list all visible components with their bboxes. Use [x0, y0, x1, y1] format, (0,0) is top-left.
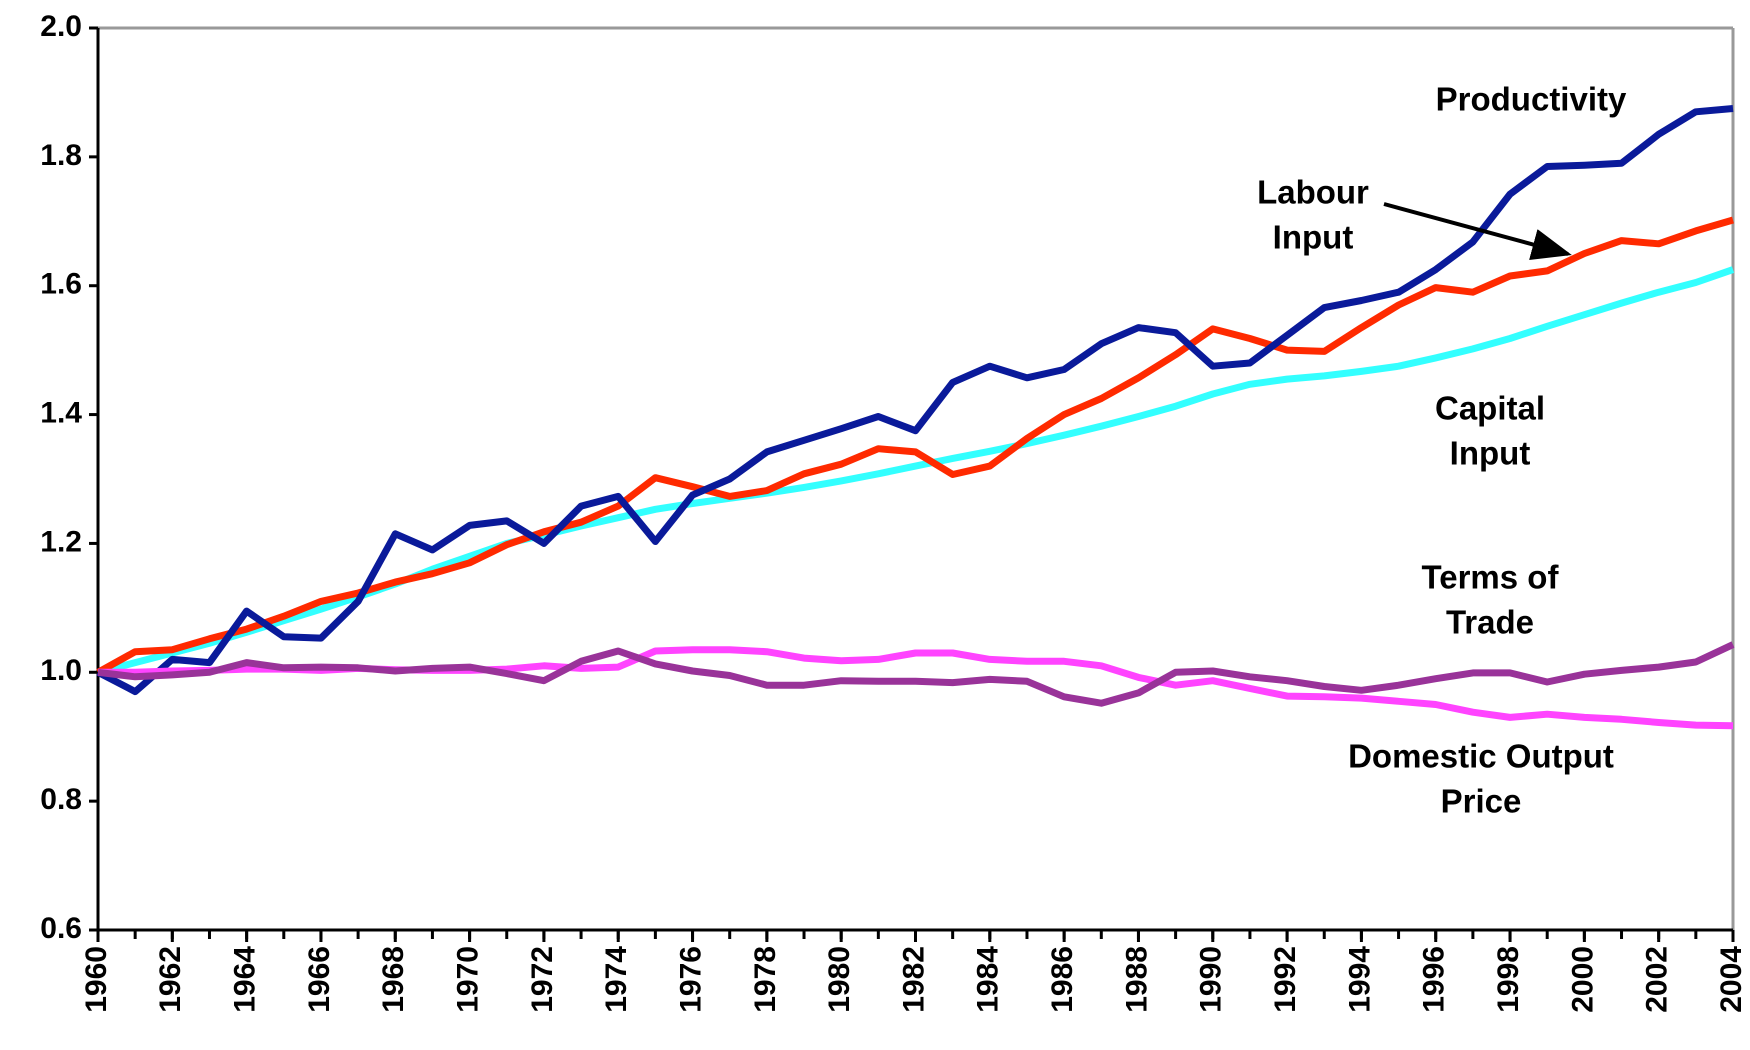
x-tick-label: 1962	[154, 946, 187, 1013]
series-line	[96, 216, 1734, 676]
series-label: Capital Input	[1434, 389, 1546, 471]
x-tick-label: 2004	[1715, 946, 1748, 1013]
x-tick-label: 1996	[1418, 946, 1451, 1013]
x-tick-label: 1964	[229, 946, 262, 1013]
y-tick-label: 1.8	[40, 139, 82, 172]
series-label: Domestic Output Price	[1348, 737, 1614, 819]
x-tick-label: 1966	[303, 946, 336, 1013]
series-label: Productivity	[1435, 80, 1627, 118]
x-tick-label: 1984	[972, 946, 1005, 1013]
x-tick-label: 2000	[1566, 946, 1599, 1013]
x-tick-label: 1968	[377, 946, 410, 1013]
y-tick-label: 1.6	[40, 268, 82, 301]
x-tick-label: 1960	[80, 946, 113, 1013]
x-tick-label: 1972	[526, 946, 559, 1013]
y-tick-label: 1.2	[40, 525, 82, 558]
annotation-arrow	[1383, 202, 1572, 260]
x-tick-label: 1998	[1492, 946, 1525, 1013]
y-tick-label: 0.8	[40, 783, 82, 816]
y-tick-label: 2.0	[40, 10, 82, 43]
y-tick-label: 0.6	[40, 912, 82, 945]
x-tick-label: 1986	[1046, 946, 1079, 1013]
x-tick-label: 1994	[1343, 946, 1376, 1013]
x-tick-label: 1978	[749, 946, 782, 1013]
x-tick-label: 1982	[897, 946, 930, 1013]
x-tick-label: 2002	[1641, 946, 1674, 1013]
x-tick-label: 1974	[600, 946, 633, 1013]
y-tick-label: 1.4	[40, 396, 82, 429]
series-label: Labour Input	[1257, 173, 1369, 255]
x-tick-label: 1976	[674, 946, 707, 1013]
series-line	[96, 105, 1734, 696]
y-tick-label: 1.0	[40, 654, 82, 687]
x-tick-label: 1970	[452, 946, 485, 1013]
x-tick-label: 1980	[823, 946, 856, 1013]
series-line	[97, 641, 1735, 707]
x-tick-label: 1990	[1195, 946, 1228, 1013]
x-tick-label: 1992	[1269, 946, 1302, 1013]
series-label: Terms of Trade	[1421, 558, 1559, 640]
x-tick-label: 1988	[1120, 946, 1153, 1013]
series-line	[98, 646, 1734, 730]
